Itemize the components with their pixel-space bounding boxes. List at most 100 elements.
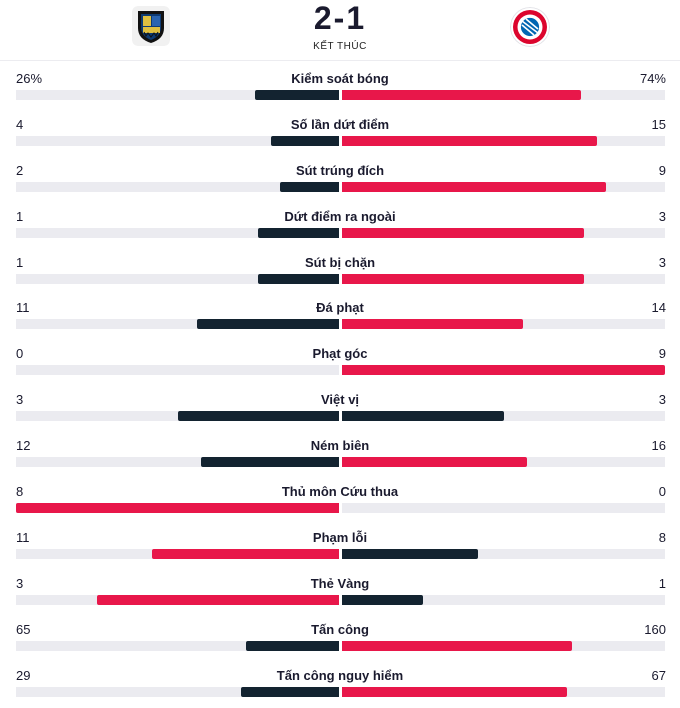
stat-home-track	[16, 503, 339, 514]
stat-home-track	[16, 319, 339, 330]
stat-away-bar	[342, 640, 572, 651]
saarbrucken-crest-icon[interactable]	[132, 6, 170, 46]
stat-away-bar	[342, 457, 527, 468]
stat-home-value: 3	[16, 575, 24, 591]
stat-home-track	[16, 640, 339, 651]
stat-home-track	[16, 365, 339, 376]
stat-row: 3 Việt vị 3	[0, 383, 680, 429]
stats-list: 26% Kiểm soát bóng 74% 4 Số lần dứt điểm 15 2 S…	[0, 62, 680, 704]
stat-home-bar	[96, 594, 339, 605]
stat-away-track	[342, 640, 665, 651]
stat-away-bar	[342, 273, 585, 284]
stat-away-track	[342, 135, 665, 146]
stat-row: 8 Thủ môn Cứu thua 0	[0, 475, 680, 521]
stat-label: Phạm lỗi	[312, 529, 368, 545]
stat-away-track	[342, 365, 665, 376]
stat-away-bar	[342, 227, 585, 238]
stat-label: Tấn công nguy hiểm	[276, 667, 404, 683]
stat-label: Sút bị chặn	[304, 254, 376, 270]
stat-row: 1 Dứt điểm ra ngoài 3	[0, 200, 680, 246]
stat-row: 11 Phạm lỗi 8	[0, 521, 680, 567]
stat-away-bar	[342, 181, 607, 192]
stat-row: 3 Thẻ Vàng 1	[0, 567, 680, 613]
stat-home-value: 1	[16, 254, 24, 270]
stat-away-track	[342, 594, 665, 605]
stat-row: 65 Tấn công 160	[0, 613, 680, 659]
stat-home-bar	[152, 548, 339, 559]
stat-label: Dứt điểm ra ngoài	[284, 208, 396, 224]
stat-home-value: 65	[16, 621, 31, 637]
stat-home-bar	[271, 135, 339, 146]
stat-row: 4 Số lần dứt điểm 15	[0, 108, 680, 154]
stat-home-value: 26%	[16, 71, 43, 86]
stat-away-bar	[342, 365, 665, 376]
stat-away-value: 15	[651, 116, 666, 132]
stat-home-track	[16, 457, 339, 468]
stat-home-bar	[255, 90, 339, 100]
stat-away-track	[342, 686, 665, 697]
stat-label: Thủ môn Cứu thua	[281, 484, 399, 500]
stat-home-bar	[280, 181, 339, 192]
stat-away-value: 16	[651, 438, 666, 454]
stat-away-bar	[342, 548, 478, 559]
stat-row: 1 Sút bị chặn 3	[0, 246, 680, 292]
stat-home-bar	[16, 503, 339, 514]
stat-home-track	[16, 90, 339, 100]
stat-away-value: 3	[658, 392, 666, 408]
stat-label: Phạt góc	[312, 346, 368, 362]
stat-away-value: 9	[658, 346, 666, 362]
stat-away-bar	[342, 686, 568, 697]
stat-label: Số lần dứt điểm	[290, 116, 390, 132]
stat-home-track	[16, 227, 339, 238]
stat-away-track	[342, 503, 665, 514]
stat-home-track	[16, 181, 339, 192]
stat-home-value: 1	[16, 208, 24, 224]
stat-label: Thẻ Vàng	[310, 575, 370, 591]
stat-label: Kiểm soát bóng	[291, 71, 389, 86]
stat-home-track	[16, 594, 339, 605]
stat-label: Ném biên	[310, 438, 370, 454]
stat-row: 12 Ném biên 16	[0, 429, 680, 475]
stat-away-bar	[342, 594, 423, 605]
header-divider	[0, 60, 680, 61]
stat-label: Việt vị	[320, 392, 360, 408]
stat-label: Sút trúng đích	[295, 162, 385, 178]
stat-away-value: 3	[658, 254, 666, 270]
stat-home-bar	[245, 640, 339, 651]
match-score: 2-1	[313, 0, 367, 36]
stat-home-value: 4	[16, 116, 24, 132]
stat-away-track	[342, 90, 665, 100]
stat-home-value: 29	[16, 667, 31, 683]
stat-away-track	[342, 181, 665, 192]
bayern-munich-crest-icon[interactable]	[510, 7, 550, 47]
stat-away-value: 1	[658, 575, 666, 591]
match-header: 2-1 KẾT THÚC	[0, 0, 680, 60]
stat-home-bar	[177, 411, 339, 422]
stat-away-value: 9	[658, 162, 666, 178]
stat-away-bar	[342, 90, 582, 100]
stat-home-bar	[200, 457, 339, 468]
stat-away-track	[342, 411, 665, 422]
stat-away-bar	[342, 411, 504, 422]
stat-home-track	[16, 411, 339, 422]
stat-home-track	[16, 686, 339, 697]
stat-away-bar	[342, 319, 523, 330]
stat-label: Tấn công	[311, 621, 369, 637]
stat-home-value: 11	[16, 529, 30, 545]
stat-row: 0 Phạt góc 9	[0, 337, 680, 383]
stat-home-value: 3	[16, 392, 24, 408]
stat-away-value: 160	[644, 621, 666, 637]
stat-home-value: 12	[16, 438, 31, 454]
stat-home-bar	[241, 686, 339, 697]
stat-away-track	[342, 273, 665, 284]
stat-home-track	[16, 548, 339, 559]
stat-away-track	[342, 548, 665, 559]
stat-row: 2 Sút trúng đích 9	[0, 154, 680, 200]
stat-away-value: 8	[658, 529, 666, 545]
stat-home-value: 8	[16, 484, 24, 500]
stat-home-bar	[258, 273, 339, 284]
match-status: KẾT THÚC	[313, 41, 367, 52]
stat-home-value: 0	[16, 346, 24, 362]
stat-home-bar	[196, 319, 339, 330]
stat-row: 29 Tấn công nguy hiểm 67	[0, 659, 680, 705]
